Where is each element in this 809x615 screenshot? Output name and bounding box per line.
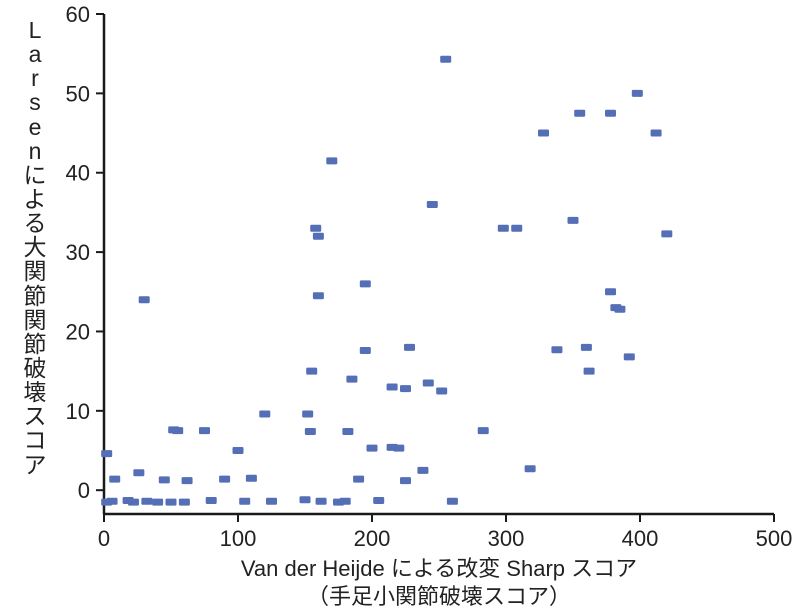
data-point [400,477,411,484]
data-point [152,499,163,506]
data-point [605,110,616,117]
data-point [266,498,277,505]
data-point [581,344,592,351]
data-point [139,296,150,303]
data-point [172,427,183,434]
x-tick-label: 500 [756,526,793,551]
data-point [353,476,364,483]
data-point [423,380,434,387]
data-point [159,476,170,483]
x-tick-label: 100 [220,526,257,551]
data-point [436,387,447,394]
y-tick-label: 40 [66,161,90,186]
data-point [239,498,250,505]
data-point [538,130,549,137]
y-axis-label: Larsen による大関節関節破壊スコア [22,18,48,477]
data-point [340,498,351,505]
data-point [661,230,672,237]
data-point [574,110,585,117]
y-tick-label: 20 [66,319,90,344]
data-point [360,280,371,287]
scatter-chart: 0 100 200 300 400 500 0 10 20 30 40 50 60 Van der Hei… [0,0,809,615]
data-point [367,445,378,452]
data-point [404,344,415,351]
data-point [584,368,595,375]
data-point [478,427,489,434]
x-tick-label: 300 [488,526,525,551]
data-point [614,306,625,313]
data-point [259,411,270,418]
data-point [447,498,458,505]
data-point [107,498,118,505]
y-tick-label: 60 [66,2,90,27]
data-point [109,476,120,483]
data-point [387,384,398,391]
data-point [133,469,144,476]
data-point [313,292,324,299]
data-point [219,476,230,483]
data-point [141,498,152,505]
y-tick-label: 30 [66,240,90,265]
data-point [651,130,662,137]
data-point [326,157,337,164]
data-point [101,450,112,457]
data-point [128,499,139,506]
data-point [440,56,451,63]
data-point [624,353,635,360]
data-point [316,498,327,505]
x-tick-label: 200 [354,526,391,551]
data-point [206,497,217,504]
data-point [302,411,313,418]
y-tick-label: 10 [66,399,90,424]
data-point [182,477,193,484]
data-point [525,465,536,472]
data-point [310,225,321,232]
x-tick-label: 0 [98,526,110,551]
x-axis-label-line2: （手足小関節破壊スコア） [307,584,571,609]
data-point [300,496,311,503]
data-point [346,376,357,383]
data-point [511,225,522,232]
data-point [360,347,371,354]
data-point [306,368,317,375]
data-point [233,447,244,454]
data-point [373,497,384,504]
chart-canvas: 0 100 200 300 400 500 0 10 20 30 40 50 60 Van der Hei… [0,0,809,615]
data-point [342,428,353,435]
y-tick-label: 50 [66,81,90,106]
data-point [305,428,316,435]
data-point [166,499,177,506]
data-point [393,445,404,452]
data-point [605,288,616,295]
x-tick-label: 400 [622,526,659,551]
y-tick-label: 0 [78,478,90,503]
x-axis-label-line1: Van der Heijde による改変 Sharp スコア [241,556,637,581]
data-point [427,201,438,208]
data-point [313,233,324,240]
data-point [551,346,562,353]
data-point [498,225,509,232]
data-point [632,90,643,97]
data-point [179,499,190,506]
data-point [417,467,428,474]
data-point [246,475,257,482]
data-point [568,217,579,224]
data-point [400,385,411,392]
data-point [199,427,210,434]
